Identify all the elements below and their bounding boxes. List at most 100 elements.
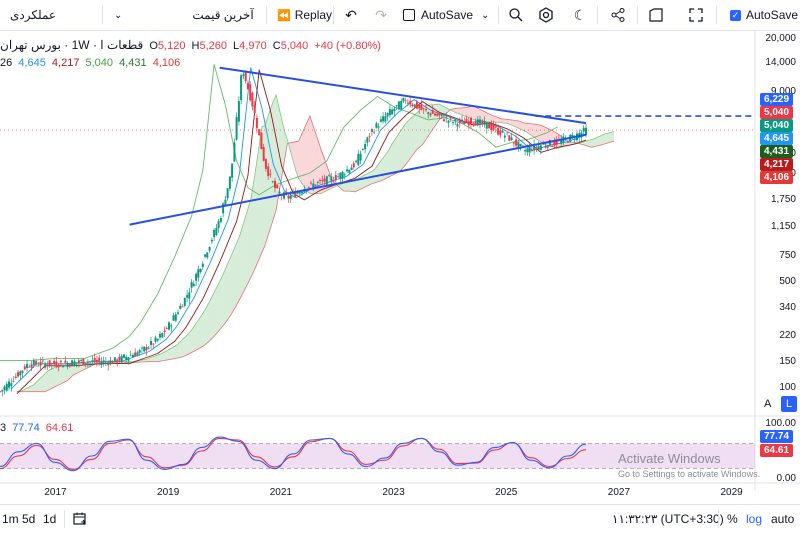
price-candle	[316, 181, 319, 183]
price-candle	[463, 122, 466, 125]
auto-scale-button[interactable]: auto	[771, 512, 795, 526]
price-candle	[352, 163, 355, 168]
fullscreen-icon[interactable]	[687, 6, 705, 24]
price-candle	[0, 391, 1, 392]
cloud-segment	[588, 139, 592, 148]
price-tick-label: 500	[779, 276, 796, 288]
price-type-dropdown[interactable]: ⌄ آخرین قیمت	[114, 0, 254, 30]
price-candle	[188, 292, 191, 299]
price-candle	[298, 191, 301, 194]
clock-timezone[interactable]: ۱۱:۳۲:۲۳ (UTC+3:30)	[612, 512, 724, 526]
autosave-toggle[interactable]: ✓ AutoSave	[730, 0, 798, 30]
cloud-segment	[202, 308, 206, 347]
theme-moon-icon[interactable]: ☾	[573, 6, 587, 23]
stoch-d-line	[0, 437, 587, 470]
cloud-segment	[50, 368, 54, 389]
price-candle	[30, 364, 33, 368]
rewind-icon: ⏪	[277, 9, 291, 22]
price-candle	[156, 339, 159, 341]
triangle-pattern[interactable]	[129, 66, 755, 226]
cloud-segment	[222, 269, 226, 327]
share-icon[interactable]	[609, 6, 627, 24]
cloud-segment	[346, 181, 350, 192]
autosave-dropdown[interactable]: AutoSave ⌄	[403, 0, 489, 30]
price-candle	[364, 144, 367, 150]
log-scale-button[interactable]: log	[746, 512, 763, 526]
price-candle	[368, 136, 371, 138]
cloud-segment	[532, 123, 536, 139]
osc-badge-k: 77.74	[760, 430, 793, 443]
price-candle	[82, 358, 85, 366]
auto-scale-toggle[interactable]: A	[764, 398, 772, 410]
price-candle	[233, 142, 236, 162]
timeframe-1m[interactable]: 1m	[2, 512, 19, 526]
cloud-segment	[369, 171, 372, 186]
divider	[266, 6, 267, 24]
price-candle	[449, 117, 452, 119]
replay-button[interactable]: ⏪ Replay	[277, 0, 332, 30]
price-candle	[93, 358, 96, 362]
cloud-segment	[239, 227, 243, 300]
symbol-title[interactable]: قطعات ا · 1W · بورس تهران	[0, 38, 144, 52]
change-value: +40 (+0.80%)	[314, 40, 381, 52]
price-candle	[246, 83, 249, 89]
chevron-down-icon: ⌄	[114, 9, 123, 21]
price-candle	[136, 352, 139, 356]
cloud-segment	[160, 352, 164, 362]
cloud-segment	[366, 172, 369, 187]
cloud-segment	[174, 344, 178, 359]
price-candle	[510, 137, 513, 140]
price-candle	[269, 173, 272, 175]
price-candle	[152, 343, 155, 345]
activate-windows-title: Activate Windows	[618, 451, 721, 466]
redo-icon[interactable]: ↷	[375, 6, 387, 23]
log-scale-toggle[interactable]: L	[781, 396, 797, 412]
cloud-segment	[304, 122, 308, 192]
price-candle	[517, 142, 520, 147]
price-candle	[296, 192, 299, 194]
cloud-segment	[197, 317, 200, 350]
performance-dropdown[interactable]: عملکردی	[10, 0, 56, 30]
price-candle	[59, 360, 62, 363]
cloud-segment	[473, 106, 477, 121]
snapshot-icon[interactable]	[647, 6, 665, 24]
date-range-icon[interactable]	[72, 505, 88, 533]
price-candle	[274, 180, 276, 189]
price-candle	[323, 178, 326, 182]
cloud-segment	[383, 154, 386, 180]
price-candle	[472, 123, 475, 125]
price-candle	[546, 145, 549, 148]
cloud-segment	[301, 128, 305, 187]
osc-badge-d: 64.61	[760, 444, 793, 457]
cloud-segment	[459, 107, 462, 115]
price-candle	[357, 153, 360, 166]
price-candle	[434, 113, 436, 116]
cloud-segment	[343, 182, 347, 192]
ichimoku-cloud	[19, 95, 615, 392]
price-candle	[186, 295, 189, 298]
autosave-toggle-label: AutoSave	[746, 8, 799, 22]
cloud-segment	[259, 126, 262, 259]
price-candle	[41, 360, 44, 362]
cloud-segment	[470, 106, 474, 120]
percent-scale-toggle[interactable]: %	[727, 512, 738, 526]
cloud-segment	[509, 119, 513, 126]
price-candle	[204, 254, 207, 257]
timeframe-5d[interactable]: 5d	[22, 512, 36, 526]
price-candle	[138, 350, 141, 353]
undo-icon[interactable]: ↶	[345, 6, 357, 23]
search-zoom-icon[interactable]	[507, 6, 525, 24]
price-tick-label: 150	[779, 355, 796, 367]
price-tick-label: 340	[779, 301, 796, 313]
price-candle	[474, 122, 477, 126]
price-chart[interactable]	[0, 31, 800, 491]
cloud-segment	[73, 363, 77, 375]
price-type-label: آخرین قیمت	[192, 8, 254, 22]
price-candle	[283, 192, 285, 199]
checkbox-checked-icon[interactable]: ✓	[730, 9, 741, 21]
price-candle	[348, 169, 351, 173]
timeframe-1d[interactable]: 1d	[43, 512, 57, 526]
price-candle	[361, 149, 364, 150]
settings-icon[interactable]	[537, 6, 555, 24]
cloud-segment	[157, 354, 161, 362]
